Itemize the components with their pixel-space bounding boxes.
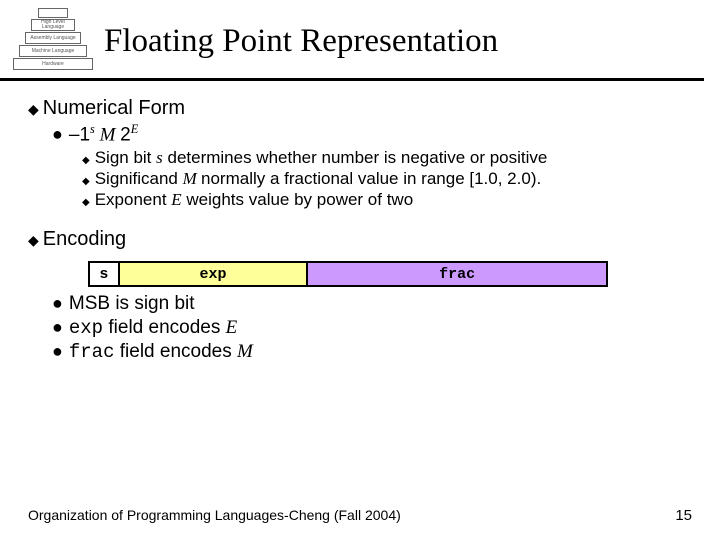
bullet-diamond-icon: ◆ xyxy=(82,176,90,187)
heading-text: Numerical Form xyxy=(43,97,185,120)
slide-title: Floating Point Representation xyxy=(104,23,498,64)
detail-bullet: ◆ Exponent E weights value by power of tw… xyxy=(82,190,692,210)
pyramid-layer xyxy=(38,8,68,18)
bullet-diamond-icon: ◆ xyxy=(82,155,90,166)
formula: –1s M 2E xyxy=(69,122,138,146)
encoding-bullet: ● exp field encodes E xyxy=(52,317,692,339)
bullet-dot-icon: ● xyxy=(52,318,63,336)
bullet-diamond-icon: ◆ xyxy=(28,101,39,118)
slide-content: ◆ Numerical Form ● –1s M 2E ◆Sign bit s … xyxy=(0,81,720,363)
footer-text: Organization of Programming Languages-Ch… xyxy=(28,507,401,524)
page-number: 15 xyxy=(675,507,692,524)
encoding-segment-exp: exp xyxy=(120,263,309,285)
pyramid-layer: Machine Language xyxy=(19,45,87,57)
formula-neg1: –1 xyxy=(69,124,90,145)
detail-bullet: ◆ Sign bit s determines whether number is… xyxy=(82,148,692,168)
slide-header: High Level LanguageAssembly LanguageMach… xyxy=(0,0,704,81)
bullet-diamond-icon: ◆ xyxy=(82,197,90,208)
bullet-text: exp field encodes E xyxy=(69,317,237,339)
encoding-segment-frac: frac xyxy=(308,263,606,285)
bullet-text: Exponent E weights value by power of two xyxy=(95,190,413,210)
formula-line: ● –1s M 2E xyxy=(52,122,692,146)
section-encoding: ◆ Encoding xyxy=(28,228,692,251)
bullet-dot-icon: ● xyxy=(52,294,63,312)
formula-M: M xyxy=(95,124,120,145)
encoding-segment-s: s xyxy=(90,263,120,285)
bullet-text: Significand M normally a fractional valu… xyxy=(95,169,542,189)
encoding-bullet: ● frac field encodes M xyxy=(52,341,692,363)
pyramid-icon: High Level LanguageAssembly LanguageMach… xyxy=(8,8,98,78)
encoding-diagram: sexpfrac xyxy=(88,261,608,287)
bullet-dot-icon: ● xyxy=(52,342,63,360)
formula-sup-E: E xyxy=(131,122,139,136)
bullet-text: MSB is sign bit xyxy=(69,293,195,315)
bullet-text: frac field encodes M xyxy=(69,341,253,363)
bullet-text: Sign bit s determines whether number is … xyxy=(95,148,548,168)
bullet-dot-icon: ● xyxy=(52,125,63,143)
detail-bullet: ◆ Significand M normally a fractional val… xyxy=(82,169,692,189)
heading-text: Encoding xyxy=(43,228,126,251)
slide-footer: Organization of Programming Languages-Ch… xyxy=(28,507,692,524)
section-numerical-form: ◆ Numerical Form xyxy=(28,97,692,120)
pyramid-layer: Hardware xyxy=(13,58,93,70)
pyramid-layer: Assembly Language xyxy=(25,32,81,44)
bullet-diamond-icon: ◆ xyxy=(28,232,39,249)
encoding-bullet: ● MSB is sign bit xyxy=(52,293,692,315)
pyramid-layer: High Level Language xyxy=(31,19,75,31)
formula-two: 2 xyxy=(120,124,131,145)
